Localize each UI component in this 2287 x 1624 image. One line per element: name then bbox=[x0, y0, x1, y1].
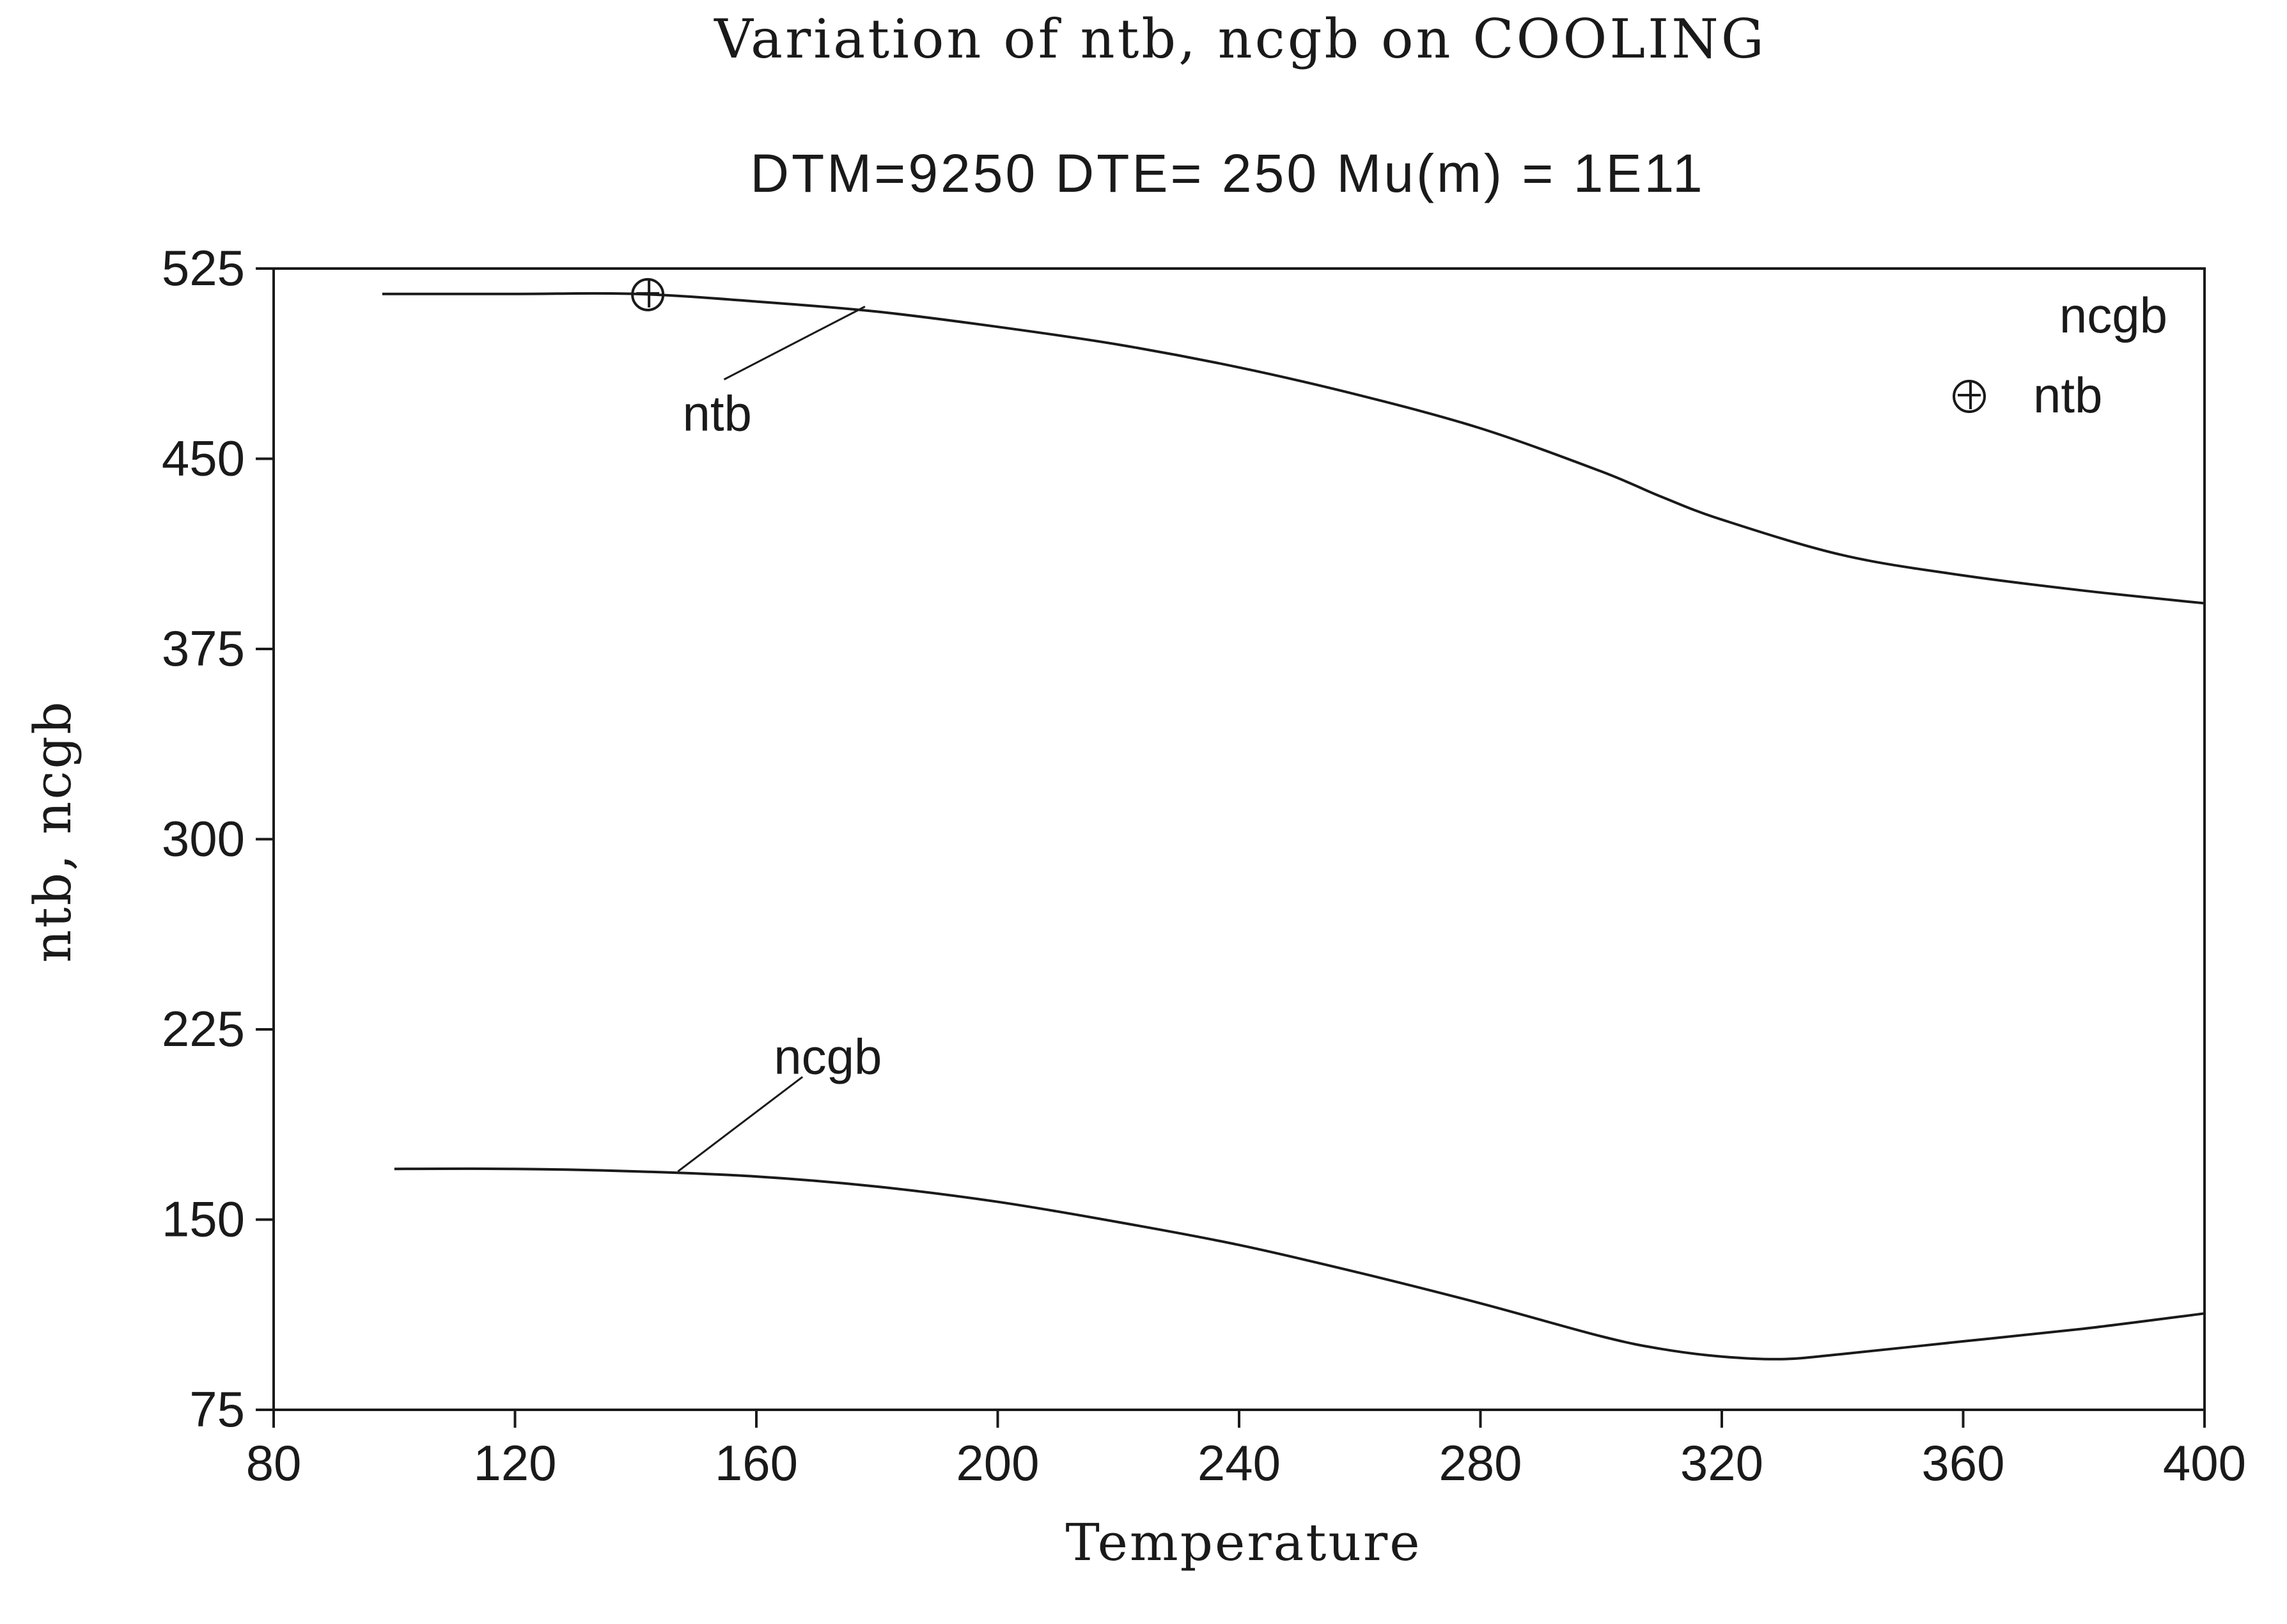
annotation-leader-ncgb bbox=[677, 1076, 804, 1173]
legend-marker-ntb bbox=[1953, 380, 1986, 413]
x-tick-label-120: 120 bbox=[473, 1435, 556, 1491]
annotation-layer: ntb ncgb bbox=[677, 306, 882, 1173]
x-tick-label-200: 200 bbox=[956, 1435, 1039, 1491]
legend-entry-ncgb: ncgb bbox=[2059, 287, 2167, 343]
series-marker-ntb bbox=[631, 277, 665, 311]
y-tick-label-300: 300 bbox=[162, 811, 245, 867]
x-axis: 80 120 160 200 240 280 320 360 400 bbox=[246, 1410, 2246, 1491]
y-tick-label-225: 225 bbox=[162, 1001, 245, 1057]
x-axis-label: Temperature bbox=[1065, 1513, 1421, 1572]
y-tick-label-75: 75 bbox=[189, 1381, 245, 1437]
x-tick-label-80: 80 bbox=[246, 1435, 302, 1491]
chart-subtitle: DTM=9250 DTE= 250 Mu(m) = 1E11 bbox=[750, 143, 1705, 203]
legend: ncgb ntb bbox=[1953, 287, 2167, 423]
x-tick-label-360: 360 bbox=[1921, 1435, 2004, 1491]
chart-title: Variation of ntb, ncgb on COOLING bbox=[714, 8, 1767, 70]
x-tick-label-240: 240 bbox=[1198, 1435, 1281, 1491]
x-tick-label-400: 400 bbox=[2163, 1435, 2246, 1491]
y-axis: 75 150 225 300 375 450 525 bbox=[162, 240, 274, 1437]
series-line-ntb bbox=[382, 292, 2205, 605]
y-tick-label-525: 525 bbox=[162, 240, 245, 296]
annotation-label-ncgb: ncgb bbox=[774, 1028, 882, 1084]
series-marker-ntb-circle bbox=[631, 277, 665, 311]
legend-entry-ntb: ntb bbox=[2033, 367, 2102, 423]
annotation-label-ntb: ntb bbox=[683, 386, 752, 442]
y-tick-label-150: 150 bbox=[162, 1191, 245, 1247]
y-tick-label-375: 375 bbox=[162, 620, 245, 676]
y-axis-label: ntb, ncgb bbox=[23, 699, 82, 963]
y-tick-label-450: 450 bbox=[162, 430, 245, 487]
x-tick-label-160: 160 bbox=[715, 1435, 798, 1491]
series-layer bbox=[382, 277, 2205, 1361]
series-line-ncgb bbox=[394, 1167, 2205, 1361]
legend-marker-ntb-circle bbox=[1953, 380, 1986, 413]
annotation-leader-ntb bbox=[723, 306, 866, 380]
x-tick-label-320: 320 bbox=[1680, 1435, 1763, 1491]
x-tick-label-280: 280 bbox=[1439, 1435, 1522, 1491]
